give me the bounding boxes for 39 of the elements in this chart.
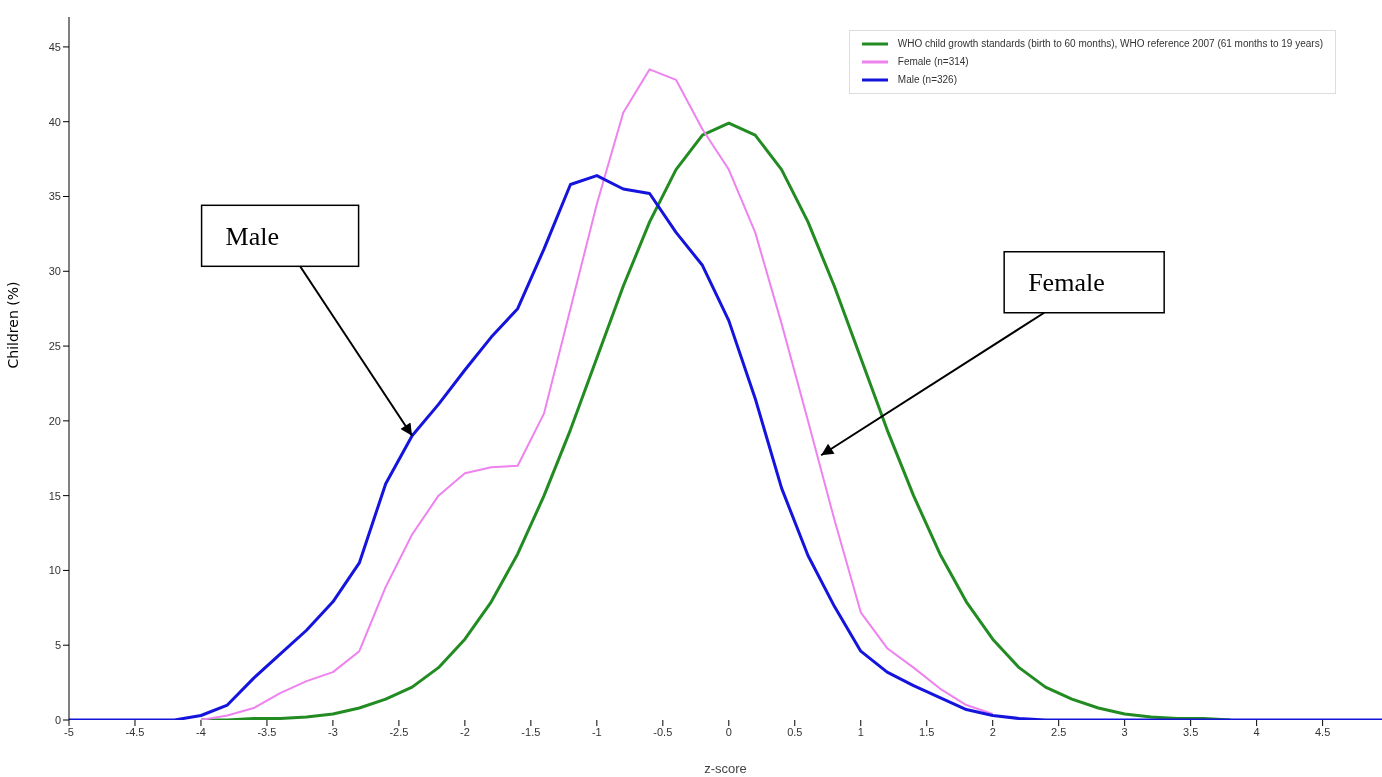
x-tick-label: -4 — [196, 725, 206, 738]
x-tick-label: -1 — [591, 725, 602, 738]
x-tick-label: -3.5 — [257, 725, 277, 738]
x-tick-label: 1 — [857, 725, 864, 738]
y-tick-label: 0 — [54, 713, 61, 726]
x-tick-label: -2 — [459, 725, 470, 738]
x-tick-label: 2.5 — [1051, 725, 1067, 738]
x-axis-title: z-score — [704, 761, 747, 776]
y-tick-label: 35 — [48, 190, 61, 203]
legend-label: Male (n=326) — [897, 73, 958, 87]
y-tick-label: 25 — [48, 339, 61, 352]
annotation: Male — [225, 221, 280, 251]
y-tick-label: 30 — [48, 265, 61, 278]
line-series — [69, 174, 1382, 720]
x-tick-label: -3 — [328, 725, 338, 738]
legend-label: Female (n=314) — [897, 55, 969, 69]
x-tick-label: -4.5 — [125, 725, 145, 738]
x-tick-label: 3.5 — [1183, 725, 1199, 738]
y-tick-label: 15 — [48, 489, 61, 502]
y-tick-label: 40 — [48, 115, 61, 128]
y-tick-label: 45 — [48, 40, 61, 53]
x-tick-label: -5 — [64, 725, 74, 738]
x-tick-label: -2.5 — [389, 725, 409, 738]
line-series — [199, 68, 994, 720]
y-tick-label: 10 — [48, 564, 61, 577]
annotation: Female — [1028, 268, 1105, 298]
y-tick-label: 20 — [48, 414, 61, 427]
x-tick-label: 3 — [1121, 725, 1128, 738]
x-tick-label: 4.5 — [1314, 725, 1331, 738]
y-tick-label: 5 — [54, 639, 61, 652]
legend-label: WHO child growth standards (birth to 60 months), WHO reference 2007 (61 months to 19 years) — [897, 37, 1323, 51]
x-tick-label: 2 — [989, 725, 996, 738]
x-tick-label: -1.5 — [521, 725, 541, 738]
x-tick-label: 0 — [725, 725, 732, 738]
x-tick-label: -0.5 — [653, 725, 673, 738]
x-tick-label: 4 — [1253, 725, 1260, 738]
y-axis-title: Children (%) — [4, 281, 21, 369]
x-tick-label: 1.5 — [919, 725, 935, 738]
x-tick-label: 0.5 — [787, 725, 803, 738]
